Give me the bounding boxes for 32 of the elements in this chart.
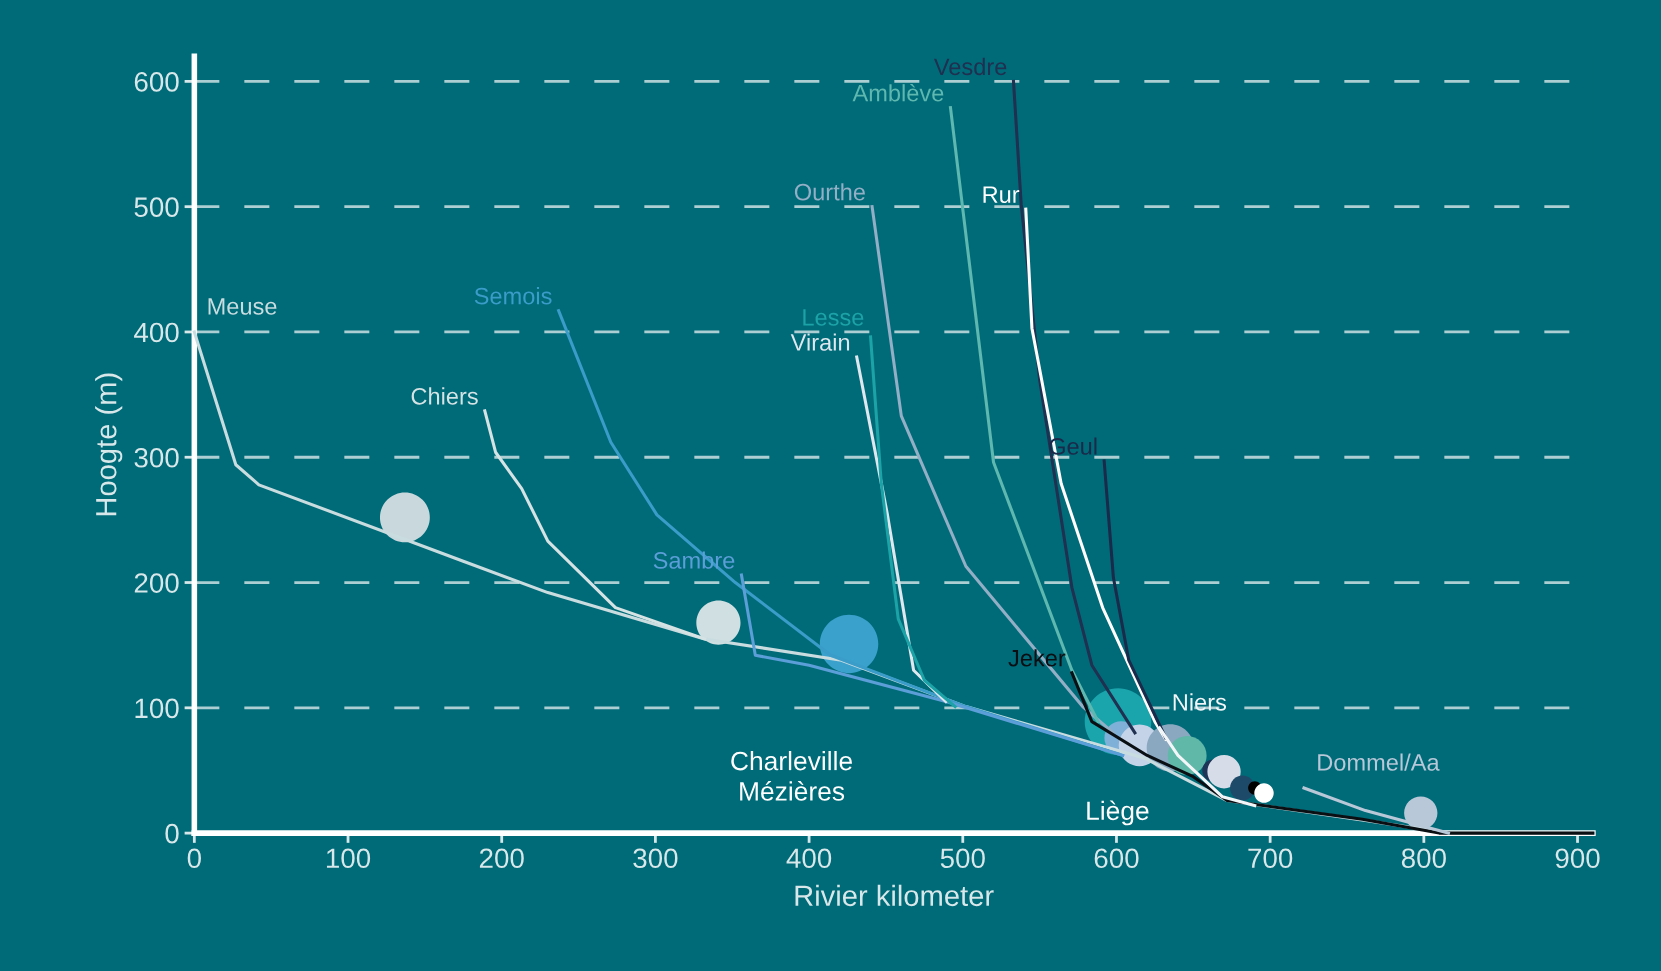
y-axis-title: Hoogte (m) <box>95 373 123 516</box>
x-tick-label: 200 <box>479 848 524 869</box>
y-tick-label: 300 <box>134 447 179 468</box>
series-label: Lesse <box>803 309 864 326</box>
x-tick-label: 800 <box>1401 848 1446 869</box>
series-label: Dommel/Aa <box>1318 753 1440 771</box>
y-tick-label: 100 <box>135 698 179 719</box>
series-label: Amblève <box>852 83 944 102</box>
x-tick-label: 700 <box>1248 848 1293 869</box>
x-tick-label: 900 <box>1555 848 1600 869</box>
x-axis-title: Rivier kilometer <box>795 884 994 907</box>
y-tick-label: 0 <box>165 823 179 844</box>
series-label: Chiers <box>411 387 478 405</box>
x-tick-label: 400 <box>786 848 832 869</box>
series-label: Ourthe <box>794 183 865 201</box>
series-label: Semois <box>474 287 552 305</box>
x-tick-label: 300 <box>633 848 678 869</box>
x-tick-label: 0 <box>187 848 201 869</box>
annotation: Liège <box>1087 800 1149 826</box>
x-tick-label: 600 <box>1094 848 1139 869</box>
series-label: Rur <box>983 186 1020 203</box>
series-label: Meuse <box>208 298 277 315</box>
x-tick-label: 500 <box>940 848 985 869</box>
y-tick-label: 400 <box>134 322 179 343</box>
series-label: Vesdre <box>933 57 1007 76</box>
annotation: Charleville Mézières <box>731 750 852 801</box>
series-label: Niers <box>1173 693 1227 711</box>
series-label: Virain <box>790 333 850 351</box>
y-tick-label: 200 <box>134 573 179 593</box>
x-tick-label: 100 <box>326 848 371 869</box>
y-tick-label: 500 <box>134 197 179 217</box>
y-tick-label: 600 <box>134 72 179 92</box>
